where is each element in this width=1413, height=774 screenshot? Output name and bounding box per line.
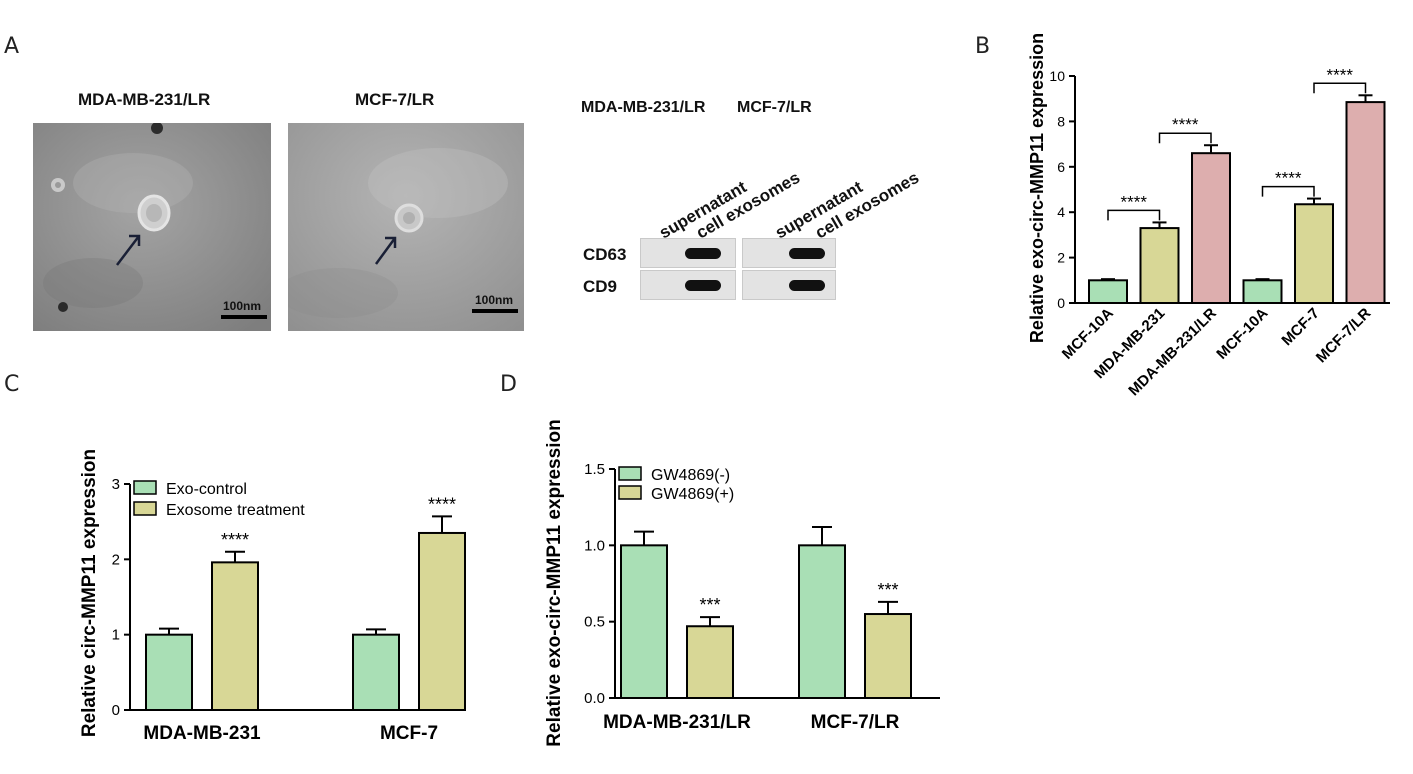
x-category-label: MDA-MB-231 xyxy=(143,723,261,744)
legend-label-exosome-treatment: Exosome treatment xyxy=(166,502,305,519)
y-tick-label: 0.0 xyxy=(584,690,605,707)
y-axis-label: Relative exo-circ-MMP11 expression xyxy=(1027,33,1047,343)
y-tick-label: 2 xyxy=(112,551,120,568)
legend-label-gw4869-plus: GW4869(+) xyxy=(651,486,734,503)
x-category-label: MDA-MB-231/LR xyxy=(603,712,751,733)
blot-strip xyxy=(742,238,836,268)
bar xyxy=(1294,203,1334,305)
micrograph-title-mcf7: MCF-7/LR xyxy=(355,90,435,109)
marker-cd63: CD63 xyxy=(583,245,627,264)
y-tick-label: 2 xyxy=(1057,250,1065,266)
micrograph-mcf-7-lr xyxy=(288,123,524,331)
significance-label: *** xyxy=(699,595,720,615)
blot-band xyxy=(685,248,721,259)
y-tick-label: 1 xyxy=(112,627,120,644)
chart-d: Relative exo-circ-MMP11 expression 0.0 0.… xyxy=(544,419,940,747)
x-category-label: MCF-7 xyxy=(380,723,438,744)
y-tick-label: 3 xyxy=(112,476,120,493)
significance-label: **** xyxy=(1121,192,1148,211)
legend-swatch-gw4869-minus xyxy=(618,466,642,481)
x-tick-label: MCF-7 xyxy=(1278,305,1322,349)
bar xyxy=(798,544,846,699)
significance-label: *** xyxy=(877,580,898,600)
y-axis-label: Relative circ-MMP11 expression xyxy=(79,449,100,737)
blot-strip xyxy=(640,270,736,300)
chart-c: Relative circ-MMP11 expression 0 1 2 3 ****… xyxy=(79,449,466,744)
blot-strip xyxy=(742,270,836,300)
y-tick-label: 4 xyxy=(1057,204,1065,220)
arrow-icon xyxy=(116,235,140,266)
panel-letter-d: D xyxy=(500,372,517,397)
bar xyxy=(1345,101,1386,305)
y-tick-label: 6 xyxy=(1057,159,1065,175)
blot-band xyxy=(685,280,721,291)
blot-strip xyxy=(640,238,736,268)
scale-label-mda: 100nm xyxy=(223,299,262,313)
bar xyxy=(1139,227,1180,304)
significance-bracket xyxy=(1261,185,1315,197)
y-tick-label: 1.0 xyxy=(584,537,605,554)
bar xyxy=(686,625,734,700)
bar xyxy=(211,561,259,711)
significance-label: **** xyxy=(1275,169,1302,188)
significance-label: **** xyxy=(221,530,249,550)
legend-swatch-exosome-treatment xyxy=(133,501,157,516)
micrograph-mda-mb-231-lr xyxy=(33,123,271,331)
bar xyxy=(620,544,668,699)
bar xyxy=(1242,279,1283,304)
panel-letter-c: C xyxy=(4,372,20,397)
scale-bar xyxy=(221,315,267,319)
y-tick-label: 10 xyxy=(1049,68,1065,84)
y-tick-label: 8 xyxy=(1057,113,1065,129)
bar xyxy=(864,613,912,700)
legend-label-gw4869-minus: GW4869(-) xyxy=(651,467,730,484)
bar xyxy=(1088,279,1128,304)
blot-band xyxy=(789,280,825,291)
legend-label-exo-control: Exo-control xyxy=(166,481,247,498)
legend-swatch-exo-control xyxy=(133,480,157,495)
blot-band xyxy=(789,248,825,259)
panel-letter-a: A xyxy=(4,34,20,59)
bar xyxy=(1191,152,1231,304)
significance-bracket xyxy=(1313,82,1367,94)
marker-cd9: CD9 xyxy=(583,277,618,296)
bar xyxy=(145,633,193,712)
bar xyxy=(352,633,400,712)
blot-header-mda: MDA-MB-231/LR xyxy=(581,99,706,116)
y-tick-label: 0 xyxy=(1057,295,1065,311)
legend-swatch-gw4869-plus xyxy=(618,485,642,500)
x-tick-label: MCF-10A xyxy=(1213,305,1271,363)
x-tick-label: MCF-7/LR xyxy=(1313,305,1375,367)
x-tick-label: MDA-MB-231/LR xyxy=(1125,305,1220,400)
arrow-icon xyxy=(374,237,397,265)
significance-bracket xyxy=(1158,132,1212,144)
blot-header-mcf7: MCF-7/LR xyxy=(737,99,812,116)
chart-b: Relative exo-circ-MMP11 expression 0 2 4 6 8… xyxy=(1027,33,1390,400)
significance-label: **** xyxy=(1327,65,1354,84)
panel-letter-b: B xyxy=(975,34,991,59)
significance-bracket xyxy=(1107,209,1161,221)
scale-label-mcf7: 100nm xyxy=(475,293,514,307)
y-axis-label: Relative exo-circ-MMP11 expression xyxy=(544,419,565,746)
y-tick-label: 0.5 xyxy=(584,614,605,631)
micrograph-title-mda: MDA-MB-231/LR xyxy=(78,90,211,109)
y-tick-label: 1.5 xyxy=(584,461,605,478)
bar xyxy=(418,531,466,712)
y-tick-label: 0 xyxy=(112,702,120,719)
significance-label: **** xyxy=(428,494,456,514)
scale-bar xyxy=(472,309,518,313)
x-category-label: MCF-7/LR xyxy=(811,712,900,733)
significance-label: **** xyxy=(1172,115,1199,134)
